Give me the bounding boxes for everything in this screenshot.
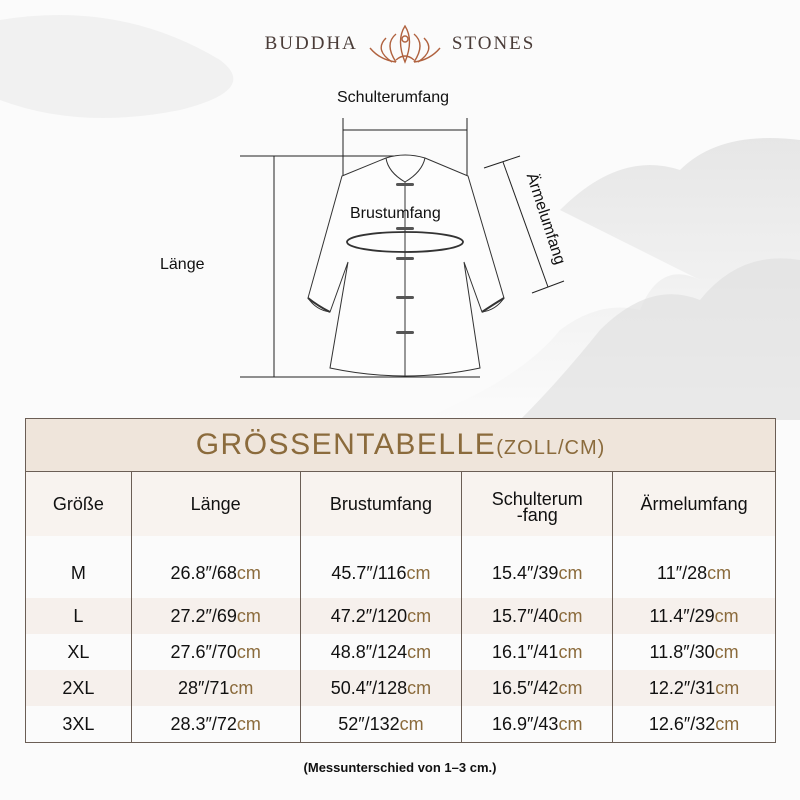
col-size: Größe <box>25 471 132 536</box>
measurement-note: (Messunterschied von 1–3 cm.) <box>303 760 497 775</box>
size-chart-table: GRÖSSENTABELLE(ZOLL/CM) Größe Länge Brus… <box>25 418 776 743</box>
measure-cell: 11.8″/30cm <box>612 634 776 670</box>
sleeve-measure-line <box>502 161 549 288</box>
measure-cell: 15.4″/39cm <box>461 536 613 598</box>
size-cell: 3XL <box>62 713 95 734</box>
size-cell: M <box>70 562 86 583</box>
col-chest: Brustumfang <box>299 471 462 536</box>
shoulder-label: Schulterumfang <box>337 89 450 106</box>
table-row: 2XL 28″/71cm 50.4″/128cm 16.5″/42cm 12.2″/31… <box>25 670 776 706</box>
size-cell: XL <box>67 641 90 662</box>
table-row: XL 27.6″/70cm 48.8″/124cm 16.1″/41cm 11.8″/3… <box>26 634 776 670</box>
table-row: L 27.2″/69cm 47.2″/120cm 15.7″/40cm 11.4″/29… <box>25 598 776 634</box>
col-shoulder: Schulterum -fang <box>461 471 613 536</box>
col-length: Länge <box>130 471 301 536</box>
brand-logo: BUDDHA STONES <box>0 22 800 66</box>
col-sleeve: Ärmelumfang <box>612 471 776 536</box>
table-header-row: Größe Länge Brustumfang Schulterum -fang … <box>25 471 776 536</box>
measure-cell: 27.2″/69cm <box>130 598 301 634</box>
measure-cell: 28″/71cm <box>130 670 301 706</box>
measure-cell: 11.4″/29cm <box>612 598 776 634</box>
measure-cell: 28.3″/72cm <box>130 706 301 743</box>
table-title: GRÖSSENTABELLE(ZOLL/CM) <box>25 418 776 472</box>
measure-cell: 47.2″/120cm <box>299 598 462 634</box>
measure-cell: 12.6″/32cm <box>612 706 776 743</box>
measure-cell: 52″/132cm <box>299 706 462 743</box>
chest-label: Brustumfang <box>350 205 441 222</box>
robe-drawing <box>307 154 505 377</box>
garment-diagram <box>240 118 565 378</box>
frog-buttons <box>396 183 414 334</box>
size-cell: L <box>25 598 132 634</box>
brand-left: BUDDHA <box>264 33 358 54</box>
table-title-row: GRÖSSENTABELLE(ZOLL/CM) <box>25 418 776 472</box>
measure-cell: 11″/28cm <box>612 536 776 598</box>
sleeve-tick-top <box>483 155 521 169</box>
length-label: Länge <box>160 256 205 273</box>
measure-cell: 16.1″/41cm <box>461 634 613 670</box>
brand-right: STONES <box>451 33 536 54</box>
measure-cell: 48.8″/124cm <box>299 634 462 670</box>
measure-cell: 16.9″/43cm <box>461 706 613 743</box>
measure-cell: 27.6″/70cm <box>130 634 301 670</box>
lotus-meditation-icon <box>369 24 441 64</box>
measure-cell: 45.7″/116cm <box>299 536 462 598</box>
measure-cell: 26.8″/68cm <box>130 536 301 598</box>
measure-cell: 12.2″/31cm <box>612 670 776 706</box>
measure-cell: 16.5″/42cm <box>461 670 613 706</box>
measure-cell: 15.7″/40cm <box>461 598 613 634</box>
measure-cell: 50.4″/128cm <box>299 670 462 706</box>
size-cell: 2XL <box>25 670 132 706</box>
mountain-background <box>0 15 800 420</box>
table-row: M 26.8″/68cm 45.7″/116cm 15.4″/39cm 11″/28cm <box>26 536 776 598</box>
table-row: 3XL 28.3″/72cm 52″/132cm 16.9″/43cm 12.6″/32… <box>26 706 776 743</box>
